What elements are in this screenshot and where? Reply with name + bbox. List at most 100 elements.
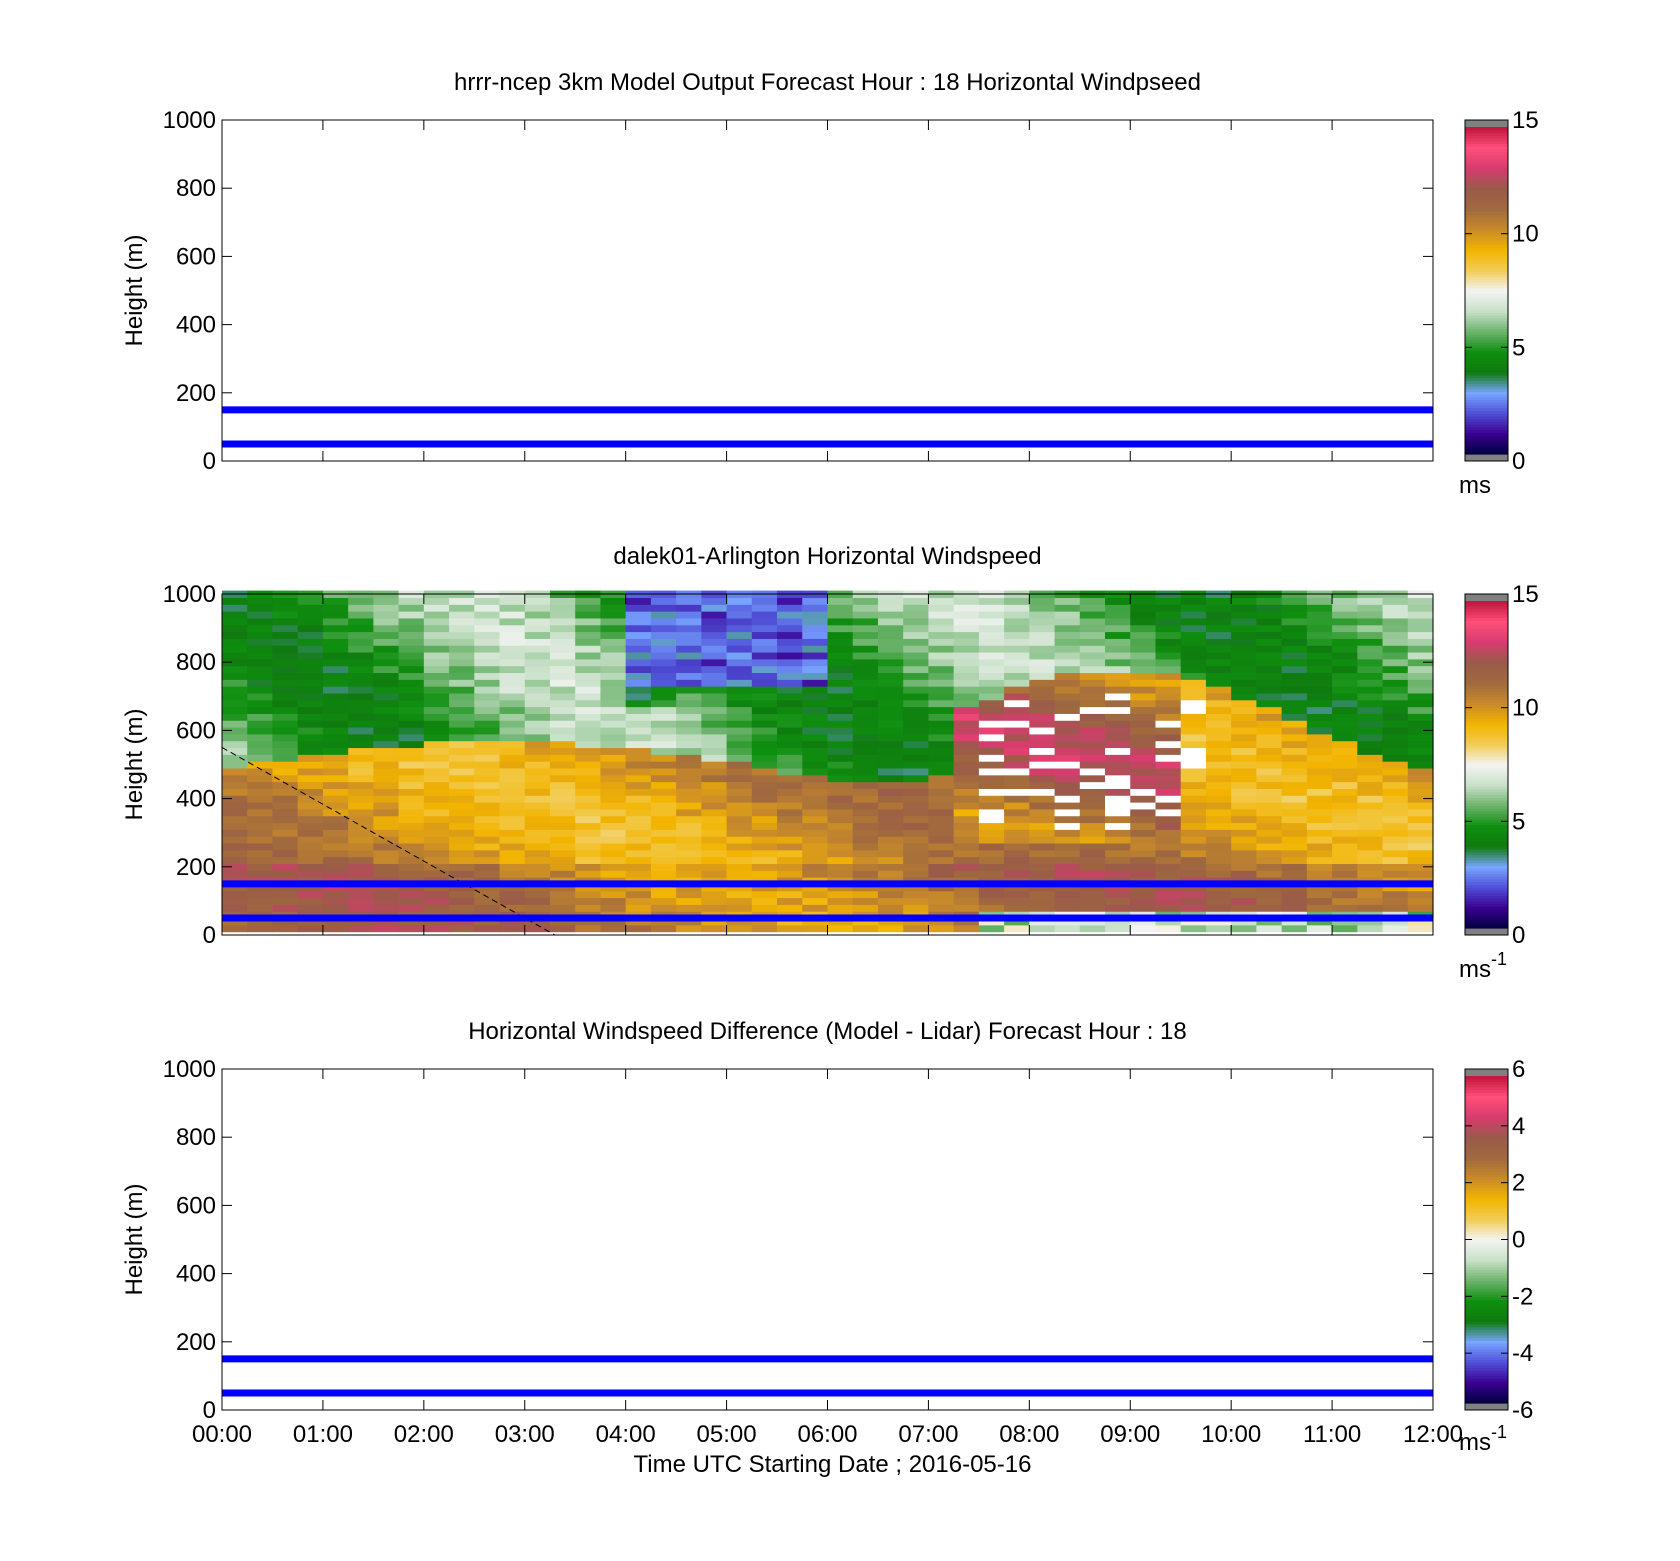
heatmap-cell: [903, 897, 930, 905]
heatmap-cell: [1029, 747, 1056, 755]
heatmap-cell: [726, 924, 753, 933]
colorbar-segment: [1465, 898, 1508, 902]
heatmap-cell: [1256, 651, 1283, 660]
heatmap-cell: [600, 604, 627, 612]
heatmap-cell: [348, 692, 374, 701]
heatmap-cell: [827, 651, 854, 660]
heatmap-cell: [1029, 863, 1056, 871]
heatmap-cell: [777, 726, 803, 735]
heatmap-cell: [348, 638, 374, 646]
heatmap-cell: [1306, 904, 1333, 912]
heatmap-cell: [1004, 699, 1030, 708]
heatmap-cell: [1029, 870, 1056, 878]
heatmap-cell: [701, 788, 728, 796]
heatmap-cell: [1332, 863, 1358, 871]
heatmap-cell: [247, 631, 274, 639]
colorbar-segment: [1465, 345, 1508, 349]
heatmap-cell: [978, 842, 1005, 851]
heatmap-cell: [474, 863, 501, 871]
heatmap-cell: [222, 665, 248, 674]
heatmap-cell: [1281, 617, 1308, 626]
heatmap-cell: [272, 856, 299, 864]
heatmap-cell: [575, 856, 602, 864]
heatmap-cell: [625, 692, 652, 701]
heatmap-cell: [827, 597, 854, 605]
heatmap-cell: [852, 733, 879, 742]
heatmap-cell: [676, 747, 702, 755]
colorbar-segment: [1465, 865, 1508, 869]
colorbar-over: [1465, 1069, 1508, 1076]
heatmap-cell: [1155, 740, 1182, 749]
colorbar-tick-label: -2: [1512, 1283, 1533, 1310]
heatmap-cell: [701, 883, 728, 892]
heatmap-cell: [1004, 917, 1030, 926]
heatmap-cell: [1180, 658, 1207, 667]
heatmap-cell: [524, 740, 551, 749]
heatmap-cell: [877, 726, 904, 735]
heatmap-cell: [1306, 658, 1333, 667]
colorbar-segment: [1465, 911, 1508, 915]
colorbar-segment: [1465, 1130, 1508, 1134]
heatmap-cell: [1205, 720, 1232, 728]
heatmap-cell: [1004, 692, 1030, 701]
colorbar-segment: [1465, 432, 1508, 436]
heatmap-cell: [297, 788, 324, 796]
heatmap-cell: [928, 726, 955, 735]
heatmap-cell: [499, 726, 526, 735]
heatmap-cell: [1054, 808, 1081, 817]
heatmap-cell: [953, 672, 980, 680]
heatmap-cell: [222, 692, 248, 701]
heatmap-cell: [1281, 597, 1308, 605]
heatmap-cell: [1180, 897, 1207, 905]
heatmap-cell: [1231, 836, 1257, 844]
colorbar-segment: [1465, 1326, 1508, 1331]
heatmap-cell: [1332, 631, 1358, 639]
heatmap-cell: [1231, 774, 1257, 783]
heatmap-cell: [1079, 638, 1106, 646]
heatmap-cell: [1180, 849, 1207, 858]
heatmap-cell: [1054, 917, 1081, 926]
heatmap-cell: [272, 651, 299, 660]
y-tick-label: 200: [176, 1329, 216, 1356]
heatmap-cell: [1054, 645, 1081, 653]
heatmap-cell: [1004, 924, 1030, 933]
heatmap-cell: [777, 611, 803, 619]
heatmap-cell: [474, 672, 501, 680]
heatmap-cell: [1382, 740, 1409, 749]
heatmap-cell: [549, 917, 576, 926]
colorbar-segment: [1465, 726, 1508, 730]
colorbar-segment: [1465, 919, 1508, 924]
heatmap-cell: [322, 720, 349, 728]
heatmap-cell: [474, 842, 501, 851]
colorbar-segment: [1465, 361, 1508, 365]
heatmap-cell: [1306, 917, 1333, 926]
heatmap-cell: [247, 651, 274, 660]
heatmap-cell: [247, 699, 274, 708]
colorbar-segment: [1465, 216, 1508, 221]
heatmap-cell: [928, 883, 955, 892]
heatmap-cell: [398, 720, 425, 728]
colorbar-segment: [1465, 745, 1508, 749]
heatmap-cell: [1180, 624, 1207, 633]
heatmap-cell: [222, 924, 248, 933]
heatmap-cell: [650, 624, 677, 633]
heatmap-cell: [1105, 924, 1131, 933]
heatmap-cell: [953, 856, 980, 864]
heatmap-cell: [1357, 863, 1384, 871]
heatmap-cell: [903, 686, 930, 694]
heatmap-cell: [524, 679, 551, 687]
heatmap-cell: [1256, 917, 1283, 926]
heatmap-cell: [348, 924, 374, 933]
heatmap-cell: [650, 795, 677, 803]
heatmap-cell: [1281, 842, 1308, 851]
heatmap-cell: [222, 672, 248, 680]
colorbar-frame: [1464, 119, 1509, 462]
x-tick-label: 09:00: [1100, 1421, 1160, 1448]
heatmap-cell: [1332, 604, 1358, 612]
heatmap-cell: [877, 597, 904, 605]
colorbar-segment: [1465, 323, 1508, 327]
colorbar-segment: [1465, 1141, 1508, 1145]
colorbar-segment: [1465, 1250, 1508, 1254]
heatmap-cell: [474, 706, 501, 714]
heatmap-cell: [1130, 754, 1157, 762]
